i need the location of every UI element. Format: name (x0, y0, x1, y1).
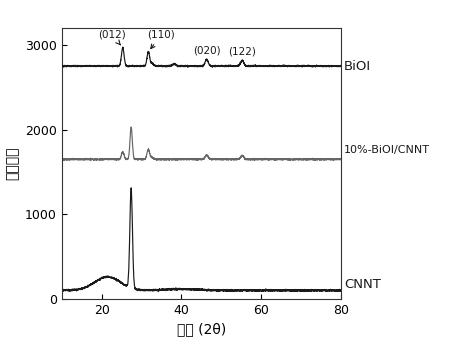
Text: (122): (122) (228, 47, 256, 56)
Text: CNNT: CNNT (344, 278, 381, 291)
Text: (110): (110) (147, 30, 175, 49)
Y-axis label: 衍射强度: 衍射强度 (5, 147, 19, 180)
Text: (012): (012) (98, 30, 126, 45)
Text: BiOI: BiOI (344, 60, 371, 72)
X-axis label: 角度 (2θ): 角度 (2θ) (177, 323, 226, 337)
Text: 10%-BiOI/CNNT: 10%-BiOI/CNNT (344, 145, 430, 155)
Text: (020): (020) (193, 46, 220, 56)
